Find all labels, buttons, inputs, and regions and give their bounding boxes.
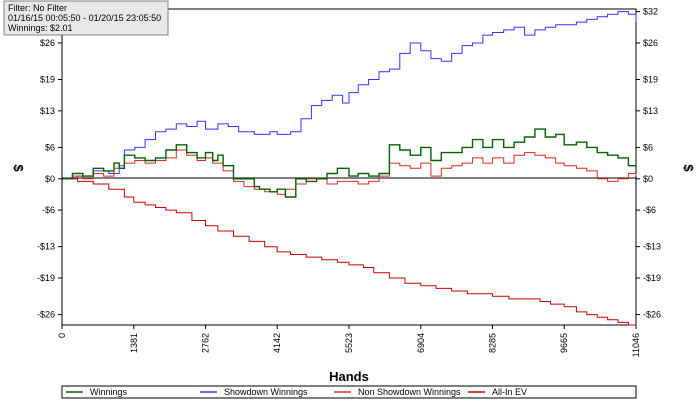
plot-area	[61, 8, 637, 326]
series-layer	[62, 11, 637, 326]
y-tick-label-left: $13	[40, 106, 55, 116]
y-tick-label-right: -$13	[643, 242, 661, 252]
y-tick-label-right: $26	[643, 38, 658, 48]
info-winnings-text: Winnings: $2.01	[8, 23, 73, 33]
y-tick-label-right: -$26	[643, 310, 661, 320]
y-axis-title-left: $	[11, 164, 26, 172]
y-tick-label-left: -$13	[37, 242, 55, 252]
info-filter-text: Filter: No Filter	[8, 3, 67, 13]
y-tick-label-left: $19	[40, 75, 55, 85]
y-axis-title-right: $	[681, 164, 696, 172]
y-tick-label-right: $0	[643, 174, 653, 184]
x-tick-label: 4142	[272, 333, 282, 353]
x-tick-label: 9665	[559, 333, 569, 353]
y-tick-label-left: $6	[45, 142, 55, 152]
y-tick-label-left: -$26	[37, 310, 55, 320]
x-tick-label: 6904	[416, 333, 426, 353]
y-tick-label-left: $26	[40, 38, 55, 48]
legend-label-all-in-ev: All-In EV	[492, 387, 527, 397]
y-tick-label-right: -$19	[643, 273, 661, 283]
y-tick-label-left: $0	[45, 174, 55, 184]
x-tick-label: 2762	[201, 333, 211, 353]
series-line-winnings	[62, 128, 637, 198]
x-tick-label: 0	[57, 333, 67, 338]
tick-layer: $26 $19 $13 $6 $0 -$6 -$13 -$19 -$26 $32 $26 $19 $13…	[37, 7, 661, 358]
series-line-non-showdown-winnings	[62, 149, 637, 195]
series-line-showdown-winnings	[62, 11, 637, 180]
x-tick-label: 8285	[488, 333, 498, 353]
x-tick-label: 5523	[344, 333, 354, 353]
info-date-range-text: 01/16/15 00:05:50 - 01/20/15 23:05:50	[8, 13, 161, 23]
x-tick-label: 11046	[631, 333, 641, 357]
y-tick-label-right: $13	[643, 106, 658, 116]
y-tick-label-right: $6	[643, 142, 653, 152]
y-tick-label-left: -$6	[42, 205, 55, 215]
legend-label-showdown-winnings: Showdown Winnings	[224, 387, 308, 397]
legend-label-non-showdown-winnings: Non Showdown Winnings	[358, 387, 461, 397]
x-axis-title: Hands	[329, 369, 369, 384]
y-tick-label-right: $19	[643, 75, 658, 85]
series-line-all-in-ev	[62, 178, 636, 326]
info-box: Filter: No Filter 01/16/15 00:05:50 - 01…	[3, 0, 169, 36]
legend: Winnings Showdown Winnings Non Showdown …	[61, 385, 637, 399]
x-tick-label: 1381	[129, 333, 139, 353]
y-tick-label-right: $32	[643, 7, 658, 17]
legend-label-winnings: Winnings	[90, 387, 128, 397]
y-tick-label-right: -$6	[643, 205, 656, 215]
info-box-background	[3, 0, 169, 36]
y-tick-label-left: -$19	[37, 273, 55, 283]
